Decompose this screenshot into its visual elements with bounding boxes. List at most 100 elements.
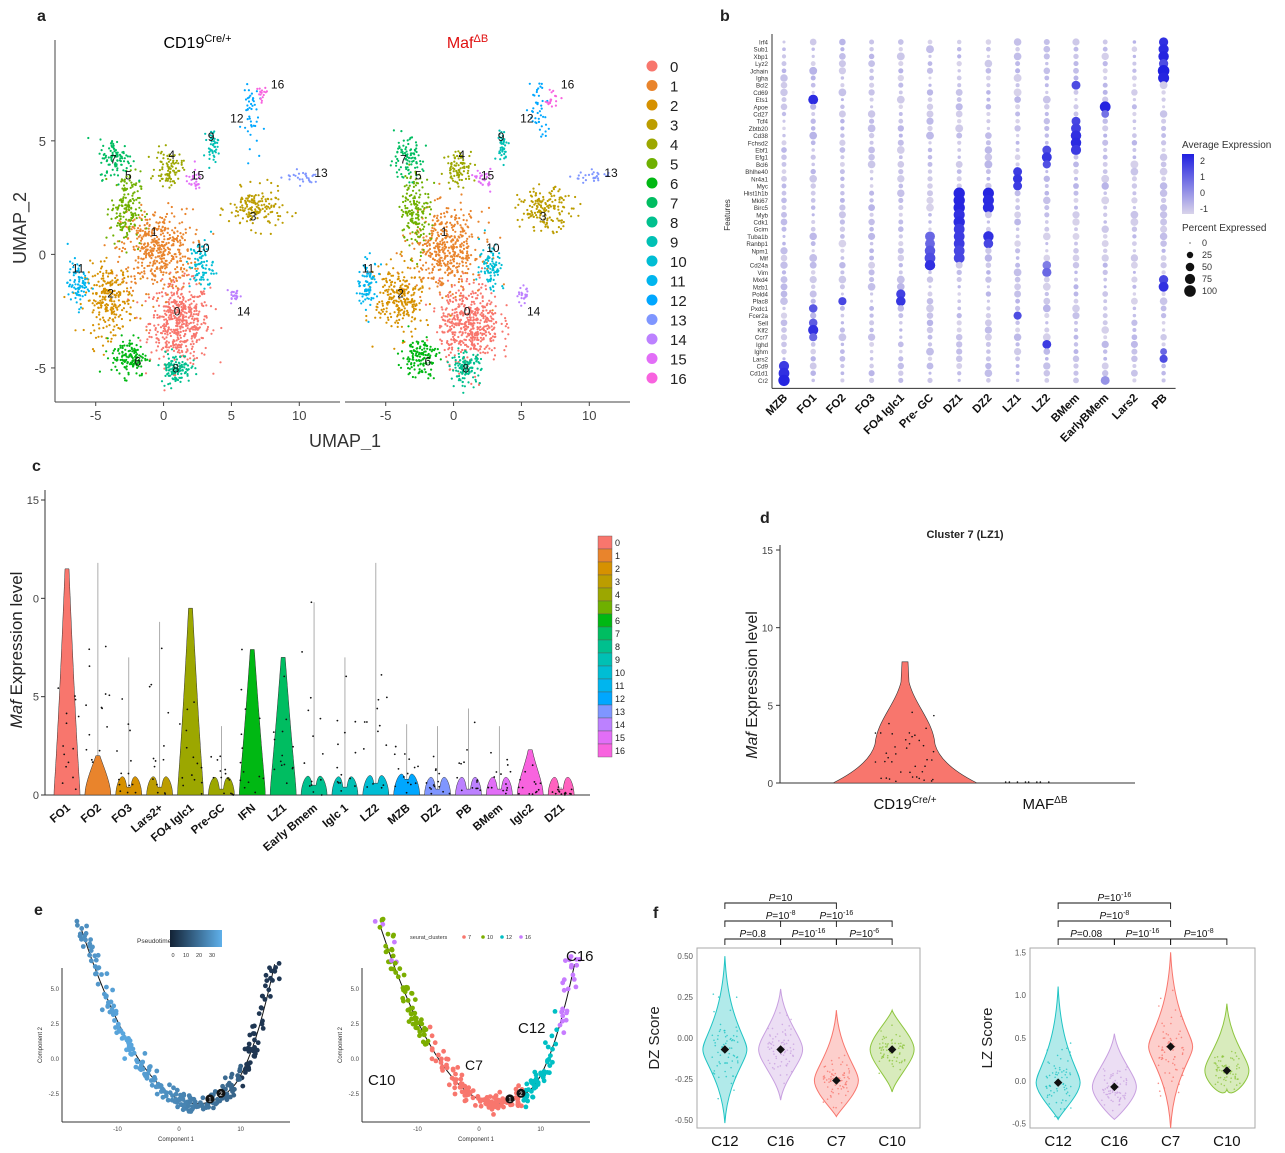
dot-mark <box>1102 313 1108 319</box>
f-violin-point <box>1107 1095 1109 1098</box>
dot-mark <box>809 38 817 46</box>
f-violin-point <box>1107 1090 1110 1092</box>
dot-mark <box>1161 363 1166 369</box>
umap-cluster-label: 0 <box>464 305 471 319</box>
dot-mark <box>1131 348 1138 355</box>
f-violin-point <box>737 1061 739 1064</box>
dot-mark <box>1159 167 1168 176</box>
dot-mark <box>985 104 992 110</box>
dot-mark <box>1073 111 1079 117</box>
violin-d-point <box>914 765 917 768</box>
dot-mark <box>810 348 816 355</box>
f-violin-point <box>785 1034 787 1036</box>
violin-d-point <box>924 765 926 768</box>
violin-d-point <box>894 746 896 748</box>
dot-feature-label: Lyz2 <box>755 61 768 68</box>
violin-c-body <box>208 776 235 796</box>
f-violin-point <box>1238 1057 1240 1060</box>
dot-feature-label: Apoe <box>754 104 769 111</box>
dot-mark <box>986 378 991 383</box>
dot-mark <box>1132 327 1137 333</box>
violin-c-point <box>408 758 411 761</box>
f-violin-point <box>1214 1062 1217 1064</box>
dot-mark <box>1102 154 1108 160</box>
dot-mark <box>839 38 846 46</box>
f-violin-point <box>1159 1056 1161 1059</box>
violin-c-legend-swatch <box>597 665 613 680</box>
f-violin-point <box>731 1038 734 1041</box>
violin-c-point <box>152 778 154 780</box>
dot-mark <box>985 356 991 362</box>
dot-mark <box>840 126 845 131</box>
dot-mark <box>1015 248 1021 254</box>
dot-mark <box>1103 299 1108 304</box>
f-violin-point <box>840 1079 843 1082</box>
umap-cluster-label: 4 <box>168 148 175 162</box>
dot-mark <box>897 189 905 197</box>
f-violin-point <box>847 1076 849 1078</box>
dot-mark <box>1044 212 1050 218</box>
dot-mark <box>839 204 846 211</box>
dot-feature-label: Efg1 <box>755 155 768 162</box>
dot-mark <box>986 306 991 311</box>
violin-c-point <box>372 782 374 785</box>
violin-c-point <box>365 721 368 723</box>
violin-c-body <box>84 755 112 796</box>
f-violin-point <box>1234 1076 1236 1079</box>
violin-c-point <box>437 780 440 783</box>
f-violin-point <box>771 1041 774 1043</box>
violin-c-point <box>104 693 107 695</box>
traj-branch-point <box>216 1088 226 1098</box>
dot-mark <box>1161 90 1166 95</box>
dot-mark <box>1014 211 1021 219</box>
violin-d-cat-label: CD19Cre/+ <box>873 795 936 813</box>
dot-mark <box>1014 96 1021 103</box>
f-violin-point <box>1106 1082 1109 1085</box>
dot-group-label: MZB <box>764 392 790 418</box>
dot-mark <box>869 313 874 318</box>
dot-mark <box>810 198 816 203</box>
f-violin-point <box>723 1029 726 1032</box>
violin-c-point <box>153 765 156 768</box>
dot-mark <box>925 238 935 249</box>
violin-d-point <box>908 742 911 745</box>
dot-mark <box>1045 170 1049 174</box>
dot-mark <box>956 183 962 189</box>
f-violin-body <box>1035 986 1081 1121</box>
dot-mark <box>869 255 875 261</box>
f-pvalue: P=10-16 <box>819 910 853 922</box>
violin-c-point <box>394 745 397 748</box>
f-violin-point <box>848 1077 850 1080</box>
dot-mark <box>839 355 846 362</box>
dot-mark <box>986 111 991 117</box>
f-violin-point <box>1225 1064 1227 1067</box>
violin-c-point <box>88 648 91 651</box>
f-violin-point <box>1217 1077 1220 1079</box>
violin-d-point <box>885 752 888 754</box>
f-violin-point <box>1235 1084 1238 1086</box>
f-violin-point <box>731 1060 734 1062</box>
f-violin-point <box>1046 1049 1049 1051</box>
dot-mark <box>809 333 818 342</box>
dot-mark <box>1073 61 1079 67</box>
f-violin-point <box>735 1026 738 1028</box>
f-violin-point <box>1116 1072 1119 1074</box>
dot-mark <box>1102 306 1108 311</box>
violin-c-point <box>476 779 479 782</box>
violin-c-point <box>121 698 124 700</box>
f-violin-point <box>1065 1099 1067 1102</box>
dot-mark <box>1073 342 1079 347</box>
dot-mark <box>955 124 964 133</box>
dot-mark <box>926 67 934 74</box>
dot-mark <box>1015 83 1020 88</box>
umap-cluster-label: 10 <box>486 241 500 255</box>
violin-c-point <box>405 791 408 794</box>
umap-legend-swatch <box>646 99 658 111</box>
violin-c-point <box>65 722 68 725</box>
f-violin-point <box>1173 1064 1176 1066</box>
f-violin-point <box>891 1024 893 1026</box>
dot-mark <box>869 363 874 369</box>
f-mean-marker <box>832 1076 841 1085</box>
violin-c-point <box>354 720 357 723</box>
f-violin-point <box>1055 1087 1058 1090</box>
